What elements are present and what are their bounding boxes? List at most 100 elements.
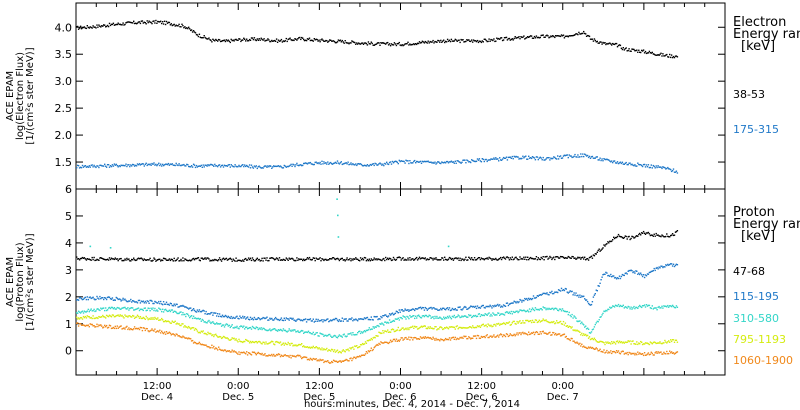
data-point — [285, 166, 287, 168]
data-point — [322, 39, 324, 41]
data-point — [91, 164, 93, 166]
data-point — [184, 258, 186, 260]
data-point — [347, 333, 349, 335]
data-point — [273, 40, 275, 42]
data-point — [104, 163, 106, 165]
data-point — [647, 164, 650, 166]
data-point — [454, 257, 456, 259]
data-point — [469, 40, 471, 42]
data-point — [591, 155, 594, 158]
data-point — [193, 329, 196, 331]
data-point — [262, 327, 264, 329]
data-point — [235, 326, 237, 329]
data-point — [385, 43, 387, 45]
data-point — [293, 355, 295, 357]
data-point — [596, 341, 598, 343]
data-point — [657, 342, 659, 344]
data-point — [556, 291, 558, 293]
data-point — [416, 256, 418, 259]
data-point — [452, 308, 455, 311]
data-point — [518, 36, 520, 38]
data-point — [575, 33, 577, 35]
data-point — [122, 307, 124, 309]
data-point — [605, 43, 607, 46]
data-point — [265, 259, 267, 261]
data-point — [549, 321, 551, 324]
data-point — [209, 332, 211, 335]
data-point — [190, 315, 193, 317]
data-point — [184, 325, 186, 327]
data-point — [118, 165, 120, 167]
data-point — [129, 307, 131, 310]
data-point — [495, 257, 497, 260]
data-point — [485, 257, 487, 260]
data-point — [255, 258, 257, 261]
data-point — [134, 259, 137, 262]
data-point — [212, 164, 214, 166]
data-point — [482, 41, 484, 43]
data-point — [228, 164, 230, 166]
data-point — [304, 162, 307, 164]
data-point — [483, 335, 485, 338]
data-point — [403, 338, 405, 340]
data-point — [253, 341, 256, 344]
data-point — [293, 344, 295, 346]
data-point — [267, 329, 269, 332]
data-point — [210, 333, 212, 335]
data-point — [634, 236, 636, 239]
data-point — [629, 50, 631, 52]
data-point — [161, 310, 163, 313]
data-point — [270, 330, 272, 332]
data-point — [639, 352, 641, 354]
data-point — [320, 163, 322, 165]
data-point — [401, 309, 403, 311]
data-point — [332, 257, 335, 259]
data-point — [171, 258, 173, 261]
data-point — [555, 322, 557, 324]
data-point — [436, 339, 438, 341]
data-point — [480, 41, 483, 44]
data-point — [404, 162, 406, 164]
data-point — [458, 306, 460, 308]
data-point — [138, 309, 141, 312]
data-point — [549, 308, 551, 310]
data-point — [252, 341, 255, 343]
data-point — [518, 258, 520, 261]
data-point — [237, 165, 239, 168]
data-point — [137, 257, 140, 259]
data-point — [611, 352, 613, 355]
data-point — [418, 315, 421, 318]
data-point — [331, 348, 333, 351]
data-point — [158, 331, 160, 333]
data-point — [416, 259, 419, 261]
data-point — [601, 276, 603, 278]
data-point — [415, 43, 417, 45]
data-point — [671, 265, 674, 267]
data-point — [178, 163, 180, 165]
data-point — [139, 326, 142, 329]
data-point — [189, 259, 191, 261]
data-point — [225, 350, 228, 353]
data-point — [299, 164, 301, 166]
data-point — [629, 352, 631, 354]
data-point — [499, 157, 501, 159]
data-point — [127, 21, 129, 23]
data-point — [269, 165, 271, 167]
data-point — [162, 21, 164, 23]
data-point — [150, 307, 152, 309]
data-point — [280, 344, 283, 346]
data-point — [450, 258, 453, 261]
data-point — [194, 166, 197, 169]
data-point — [296, 330, 298, 333]
data-point — [260, 37, 262, 39]
data-point — [596, 251, 598, 253]
data-point — [432, 336, 434, 338]
data-point — [566, 325, 568, 327]
data-point — [76, 167, 78, 169]
data-point — [505, 322, 508, 324]
data-point — [214, 334, 216, 336]
data-point — [670, 352, 672, 354]
data-point — [592, 40, 595, 42]
data-point — [203, 166, 205, 168]
data-point — [79, 25, 82, 27]
